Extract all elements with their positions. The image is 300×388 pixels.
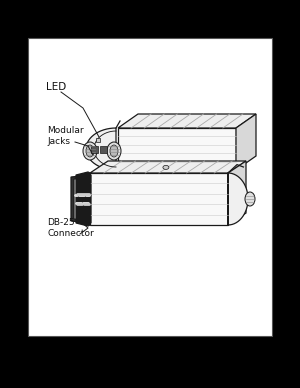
Polygon shape [118,128,236,170]
Bar [91,146,98,153]
Text: LED: LED [46,82,66,92]
Ellipse shape [245,192,255,206]
Polygon shape [228,173,248,225]
Polygon shape [236,114,256,170]
Text: DB-25
Connector: DB-25 Connector [47,218,94,238]
Ellipse shape [83,142,97,160]
Ellipse shape [107,142,121,160]
FancyBboxPatch shape [28,38,272,336]
Polygon shape [90,173,228,225]
Bar [100,146,107,153]
Ellipse shape [86,145,94,157]
Polygon shape [86,128,116,170]
Polygon shape [74,177,90,221]
Ellipse shape [110,145,118,157]
Bar [96,138,100,142]
Polygon shape [118,114,256,128]
Polygon shape [76,172,90,226]
Text: Modular
Jacks: Modular Jacks [47,126,84,146]
Polygon shape [228,161,246,225]
Polygon shape [71,175,91,223]
Polygon shape [90,161,246,173]
Ellipse shape [163,165,169,170]
